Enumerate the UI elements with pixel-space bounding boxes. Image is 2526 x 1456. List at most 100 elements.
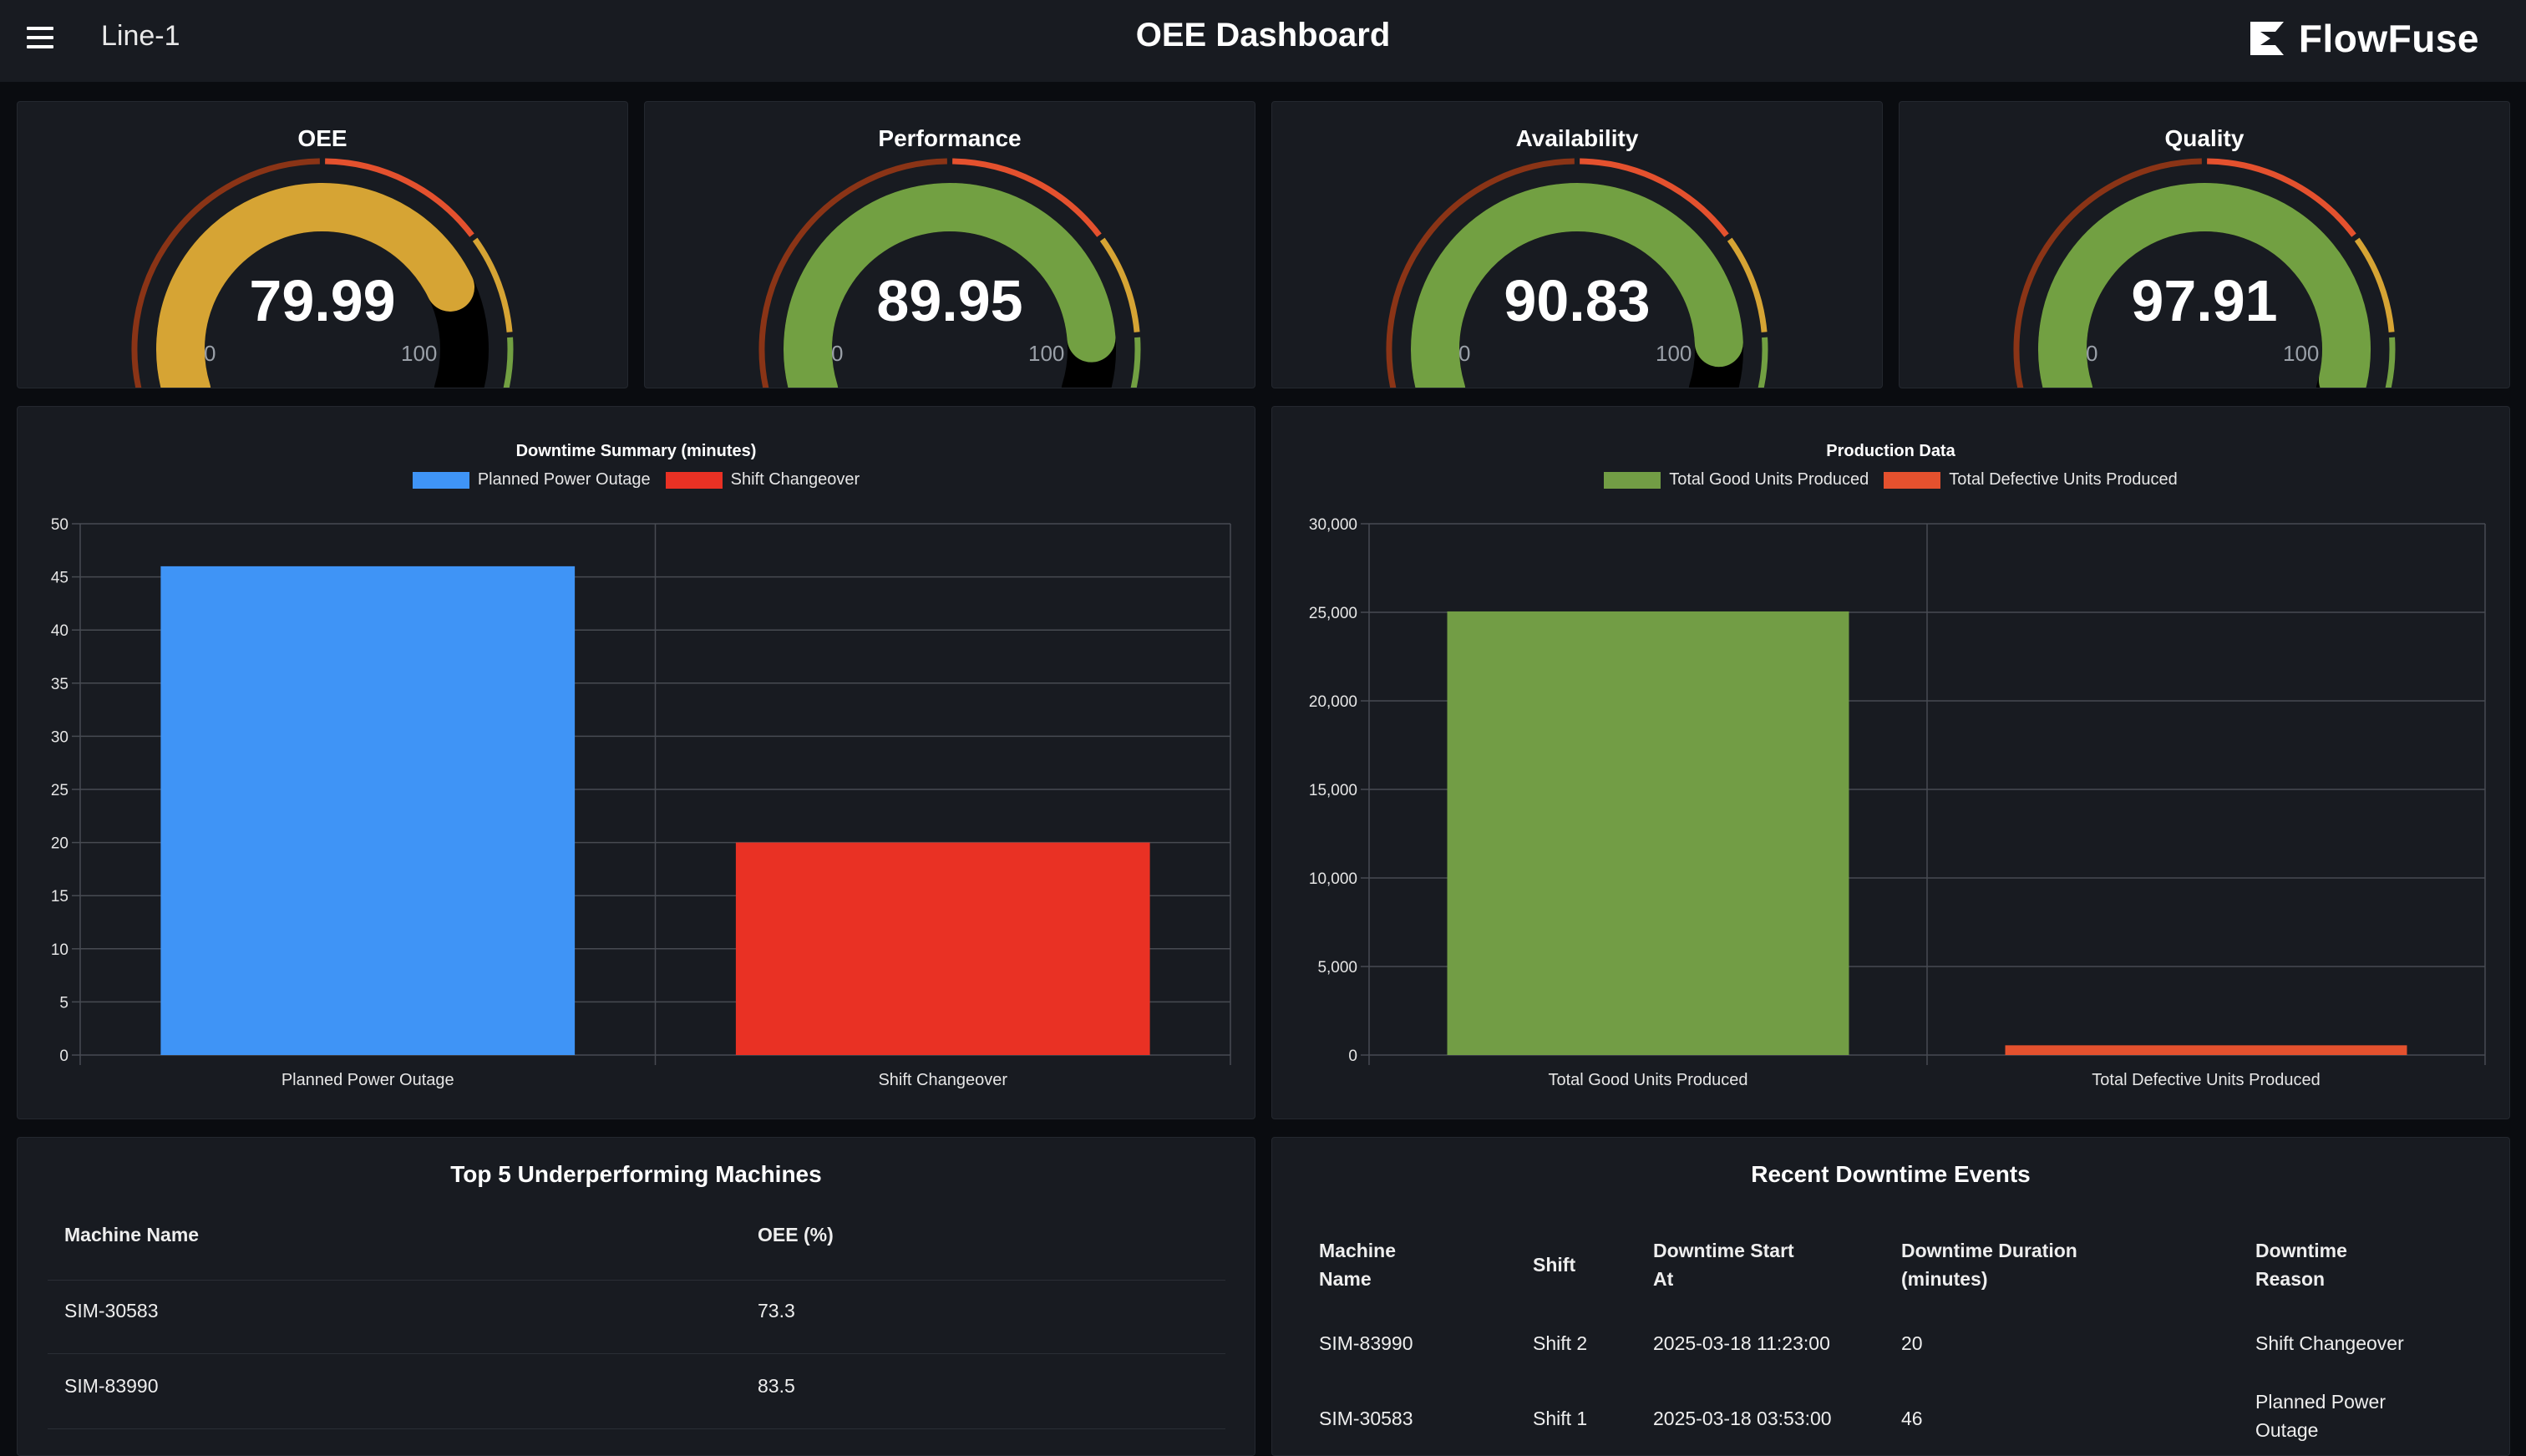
gauge-zone-band: [472, 237, 513, 332]
gauge-value-arc: [156, 183, 475, 388]
chart-legend: Planned Power Outage Shift Changeover: [18, 470, 1255, 490]
gauge-value: 79.99: [249, 268, 396, 333]
table-cell: 2025-03-18 11:23:00: [1653, 1332, 1830, 1354]
brand-logo: FlowFuse: [2247, 17, 2479, 60]
table-cell: Shift 1: [1533, 1408, 1588, 1429]
x-tick-label: Planned Power Outage: [282, 1071, 454, 1089]
gauge-card-availability: Availability 90.83 0 100: [1271, 101, 1883, 388]
gauge-zone-band: [1727, 237, 1768, 332]
y-tick-label: 20: [51, 835, 68, 853]
gauge-zone-band: [2013, 158, 2202, 388]
column-header[interactable]: Machine Name: [64, 1224, 200, 1245]
chart-legend: Total Good Units Produced Total Defectiv…: [1272, 470, 2509, 490]
top-app-bar: Line-1 OEE Dashboard FlowFuse: [0, 0, 2526, 84]
gauge-zone-band: [325, 158, 474, 237]
gauge-title: Quality: [2164, 125, 2244, 151]
bar[interactable]: [160, 566, 576, 1055]
bar-chart-plot: 0 5 10 15 20 25 30 35 40 45 50 Planned Power Outage…: [51, 516, 1231, 1089]
y-tick-label: 30,000: [1309, 516, 1357, 534]
table-cell: 83.5: [758, 1375, 795, 1397]
gauge-title: OEE: [297, 125, 347, 151]
header-line: Reason: [2255, 1268, 2326, 1290]
y-tick-label: 15,000: [1309, 782, 1357, 799]
gauge-min-label: 0: [204, 341, 216, 366]
gauge-title: Availability: [1515, 125, 1639, 151]
gauge-zone-band: [2354, 237, 2395, 332]
legend-label: Shift Changeover: [730, 470, 860, 489]
column-header-downtime-start[interactable]: Downtime Start At: [1653, 1236, 1794, 1293]
header-line: Shift: [1533, 1254, 1576, 1276]
gauge-value: 90.83: [1504, 268, 1651, 333]
gauge-min-label: 0: [2086, 341, 2098, 366]
gauge-max-label: 100: [1656, 341, 1692, 366]
line-label: Line-1: [101, 20, 180, 52]
column-header-shift[interactable]: Shift: [1533, 1251, 1575, 1279]
y-tick-label: 30: [51, 728, 68, 746]
row-divider: [48, 1428, 1225, 1429]
table-cell: SIM-83990: [64, 1375, 159, 1397]
table-cell: SIM-30583: [1319, 1408, 1413, 1429]
table-cell: 73.3: [758, 1300, 795, 1322]
y-tick-label: 45: [51, 570, 68, 587]
table-title: Top 5 Underperforming Machines: [450, 1161, 822, 1187]
gauge-zone-band: [503, 337, 514, 388]
gauge-value-arc: [784, 183, 1116, 388]
gauge-dial: [2013, 158, 2396, 388]
production-data-chart: Production Data Total Good Units Produce…: [1271, 406, 2510, 1119]
gauge-dial: [131, 158, 514, 388]
y-tick-label: 15: [51, 888, 68, 906]
legend-swatch: [1604, 471, 1661, 489]
recent-downtime-events-table: Recent Downtime Events Machine Name Shif…: [1271, 1137, 2510, 1456]
bar[interactable]: [735, 842, 1150, 1055]
bar-chart-plot: 0 5,000 10,000 15,000 20,000 25,000 30,000 Tota…: [1309, 516, 2486, 1089]
row-divider: [48, 1280, 1225, 1281]
column-header-downtime-duration[interactable]: Downtime Duration (minutes): [1901, 1236, 2077, 1293]
legend-item[interactable]: Shift Changeover: [665, 470, 860, 490]
header-line: (minutes): [1901, 1268, 1988, 1290]
gauge-zone-band: [1580, 158, 1729, 237]
y-tick-label: 50: [51, 516, 68, 534]
header-line: Downtime Start: [1653, 1240, 1794, 1261]
legend-item[interactable]: Planned Power Outage: [412, 470, 651, 490]
gauge-value: 89.95: [876, 268, 1023, 333]
legend-item[interactable]: Total Good Units Produced: [1604, 470, 1869, 490]
table-cell-reason: Planned Power Outage: [2255, 1388, 2386, 1444]
legend-swatch: [1884, 471, 1941, 489]
bar[interactable]: [2005, 1045, 2407, 1055]
menu-icon[interactable]: [27, 27, 53, 50]
gauge-card-quality: Quality 97.91 0 100: [1899, 101, 2510, 388]
page-title: OEE Dashboard: [1135, 17, 1391, 53]
x-tick-label: Total Good Units Produced: [1548, 1071, 1747, 1089]
y-tick-label: 0: [59, 1048, 68, 1065]
legend-item[interactable]: Total Defective Units Produced: [1884, 470, 2178, 490]
gauge-title: Performance: [878, 125, 1022, 151]
y-tick-label: 25,000: [1309, 605, 1357, 622]
x-tick-label: Shift Changeover: [878, 1071, 1007, 1089]
header-line: Downtime Duration: [1901, 1240, 2077, 1261]
chart-title: Downtime Summary (minutes): [515, 442, 757, 460]
gauge-card-oee: OEE 79.99 0 100: [17, 101, 628, 388]
gauge-max-label: 100: [2283, 341, 2320, 366]
table-title: Recent Downtime Events: [1751, 1161, 2031, 1187]
bar[interactable]: [1447, 611, 1849, 1055]
flowfuse-logo-icon: [2250, 22, 2284, 55]
row-divider: [48, 1353, 1225, 1354]
column-header-machine-name[interactable]: Machine Name: [1319, 1236, 1396, 1293]
brand-name: FlowFuse: [2298, 17, 2479, 60]
table-body: Machine Name Shift Downtime Start At Dow…: [1272, 1138, 2509, 1455]
y-tick-label: 35: [51, 676, 68, 693]
gauge-zone-band: [758, 158, 947, 388]
gauge-zone-band: [131, 158, 320, 388]
y-tick-label: 0: [1348, 1048, 1357, 1065]
header-line: Machine: [1319, 1240, 1397, 1261]
header-line: Name: [1319, 1268, 1372, 1290]
downtime-summary-chart: Downtime Summary (minutes) Planned Power…: [17, 406, 1255, 1119]
y-tick-label: 10: [51, 941, 68, 959]
column-header-downtime-reason[interactable]: Downtime Reason: [2255, 1236, 2347, 1293]
column-header[interactable]: OEE (%): [758, 1224, 834, 1245]
gauge-zone-band: [1130, 337, 1141, 388]
gauge-value-arc: [1411, 183, 1743, 388]
table-cell: Shift Changeover: [2255, 1332, 2404, 1354]
legend-swatch: [412, 471, 469, 489]
gauge-max-label: 100: [1028, 341, 1065, 366]
